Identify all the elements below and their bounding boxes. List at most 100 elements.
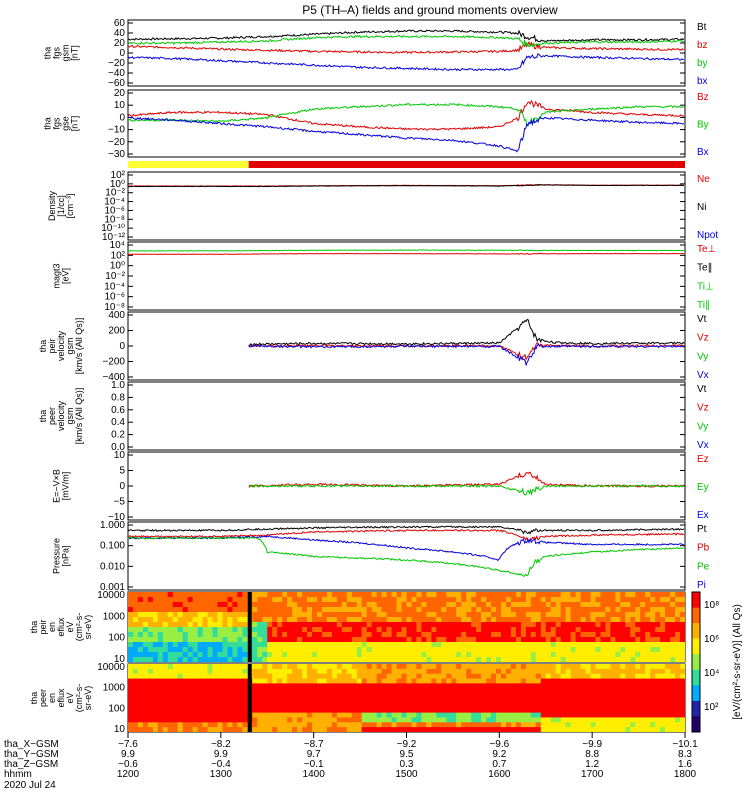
- y-axis-label: eV: [65, 692, 75, 703]
- y-tick-label: 1.000: [100, 520, 125, 531]
- y-axis-label: velocity: [56, 400, 66, 431]
- y-tick-label: 10⁻²: [105, 271, 125, 282]
- legend-Ti⊥: Ti⊥: [697, 281, 714, 292]
- y-tick-label: −60: [108, 78, 125, 89]
- y-tick-label: 10⁻²: [105, 188, 125, 199]
- legend-Vt: Vt: [697, 314, 707, 325]
- y-axis-label: [cm⁻³]: [65, 194, 75, 219]
- colorbar-swatch: [692, 716, 700, 733]
- y-axis-label: fgs: [52, 47, 62, 60]
- y-axis-label: gsm: [65, 407, 75, 424]
- colorbar-tick-label: 10⁸: [704, 600, 719, 611]
- legend-Bx: Bx: [697, 147, 709, 158]
- y-axis-label: tha: [43, 117, 53, 130]
- legend-Vz: Vz: [697, 333, 709, 344]
- y-axis-label: [nT]: [70, 45, 80, 61]
- y-axis-label: tha: [43, 47, 53, 60]
- y-tick-label: 10: [114, 450, 126, 461]
- y-tick-label: 400: [108, 310, 125, 321]
- x-tick-label: 1400: [303, 769, 326, 780]
- series-Bz: [127, 99, 685, 131]
- y-tick-label: 10: [114, 724, 126, 735]
- y-axis-label: eV: [65, 621, 75, 632]
- y-tick-label: 1000: [103, 683, 126, 694]
- y-tick-label: −20: [108, 58, 125, 69]
- series-Pb: [127, 528, 685, 542]
- x-tick-label: 9.7: [307, 749, 321, 760]
- x-tick-label: −8.7: [304, 739, 324, 750]
- y-axis-label: tha: [29, 621, 39, 634]
- y-axis-label: en: [47, 622, 57, 632]
- series-Ti: [127, 249, 684, 252]
- x-tick-label: −9.2: [397, 739, 417, 750]
- legend-by: by: [697, 58, 708, 69]
- panel-frame: [127, 171, 686, 241]
- legend-Ni: Ni: [697, 202, 706, 213]
- y-tick-label: 10⁻¹⁰: [101, 223, 125, 234]
- x-tick-label: 0.7: [492, 759, 506, 770]
- x-tick-label: 8.3: [678, 749, 692, 760]
- legend-Vy: Vy: [697, 351, 708, 362]
- spectrogram: [128, 592, 685, 662]
- panel-efield: E=−V×B [mV/m] 10 5 0 −5 −10 Ez Ey Ex: [52, 450, 709, 523]
- legend-Ex: Ex: [697, 510, 709, 521]
- x-tick-label: 1500: [395, 769, 418, 780]
- legend-Vx: Vx: [697, 440, 709, 451]
- legend-Pt: Pt: [697, 524, 707, 535]
- y-axis-label: [1/cc]: [56, 195, 66, 217]
- y-tick-label: 0.010: [100, 561, 125, 572]
- y-axis-label: [mV/m]: [61, 472, 71, 501]
- legend-Te∥: Te∥: [697, 263, 713, 274]
- plot-title: P5 (TH–A) fields and ground moments over…: [302, 3, 558, 17]
- colorbar-swatch: [692, 669, 700, 686]
- series-Pt: [127, 525, 685, 535]
- x-tick-label: −9.6: [489, 739, 509, 750]
- y-tick-label: −10: [108, 125, 125, 136]
- y-axis-label: fgs: [52, 117, 62, 130]
- x-axis-labels: tha_X−GSM −7.6 −8.2 −8.7 −9.2 −9.6 −9.9 −10.1 th…: [4, 732, 698, 791]
- legend-Ti∥: Ti∥: [697, 300, 710, 311]
- colorbar-swatch: [692, 654, 700, 671]
- y-axis-label: tha: [29, 692, 39, 705]
- y-axis-label: [km/s (All Qs)]: [74, 318, 84, 375]
- y-tick-label: 1.0: [111, 380, 125, 391]
- legend-bz: bz: [697, 40, 708, 51]
- x-tick-label: 9.5: [400, 749, 414, 760]
- legend-Vx: Vx: [697, 370, 709, 381]
- y-tick-label: 0: [119, 481, 125, 492]
- panel-frame: [127, 241, 686, 311]
- legend-Npot: Npot: [697, 230, 718, 241]
- y-tick-label: 200: [108, 326, 125, 337]
- x-tick-label: −0.6: [118, 759, 138, 770]
- colorbar-swatch: [692, 700, 700, 717]
- y-tick-label: −400: [102, 372, 125, 383]
- y-tick-label: 0.0: [111, 442, 125, 453]
- y-axis-label: eflux: [56, 688, 66, 708]
- y-tick-label: 40: [114, 28, 126, 39]
- y-tick-label: −10: [108, 512, 125, 523]
- mode-bar-slow-survey: [128, 161, 249, 168]
- y-tick-label: 0.001: [100, 582, 125, 593]
- x-tick-label: −0.4: [211, 759, 231, 770]
- legend-Te⊥: Te⊥: [697, 244, 716, 255]
- y-axis-label: [nPa]: [61, 545, 71, 566]
- data-gap: [247, 664, 252, 732]
- legend-Vt: Vt: [697, 384, 707, 395]
- x-tick-label: 1.2: [585, 759, 599, 770]
- y-tick-label: 10²: [111, 250, 126, 261]
- y-tick-label: 0.6: [111, 405, 125, 416]
- panel-velocity_gse_empty: tha peer velocity gsm [km/s (All Qs)] 1.00.8 0…: [38, 380, 709, 453]
- legend-Pb: Pb: [697, 543, 710, 554]
- colorbar-swatch: [692, 638, 700, 655]
- y-tick-label: 10: [114, 654, 126, 665]
- series-Bx: [127, 116, 685, 153]
- colorbar-swatch: [692, 623, 700, 640]
- x-tick-label: −0.1: [304, 759, 324, 770]
- series-Bt: [127, 29, 685, 43]
- y-tick-label: 10: [114, 100, 126, 111]
- series-bx: [127, 52, 684, 72]
- series-Ez: [248, 471, 685, 488]
- x-tick-label: −7.6: [118, 739, 138, 750]
- colorbar-tick-label: 10²: [704, 702, 719, 713]
